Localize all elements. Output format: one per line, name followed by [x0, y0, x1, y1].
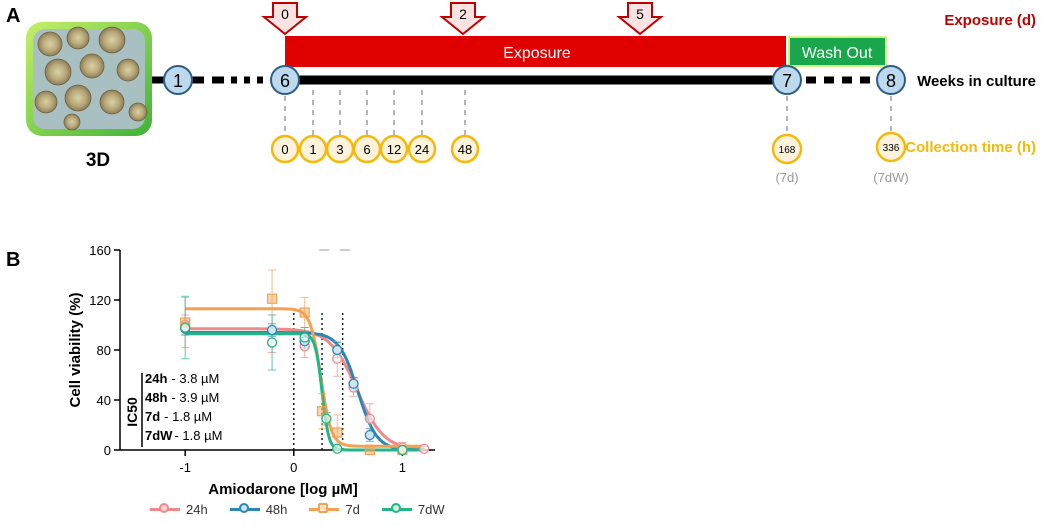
data-point-48h	[364, 429, 375, 441]
svg-text:1: 1	[309, 142, 316, 157]
x-tick-label: 1	[399, 460, 406, 475]
y-tick-label: 120	[89, 293, 111, 308]
data-point-7dW	[397, 444, 408, 456]
data-point-7dW	[266, 337, 278, 348]
collection-time-336: 336	[875, 131, 907, 163]
data-point-7d	[332, 427, 343, 438]
error-bar	[318, 393, 327, 430]
data-point-7dW	[180, 322, 191, 333]
collection-guides	[284, 90, 892, 136]
data-point-48h	[332, 344, 343, 356]
collection-time-24: 24	[407, 134, 437, 164]
exposure-day-0: 0	[281, 6, 289, 22]
svg-text:48: 48	[458, 142, 472, 157]
week-marker-8: 8	[876, 65, 906, 95]
panel-b-label: B	[6, 249, 20, 271]
exposure-arrow-5: 5	[616, 2, 664, 36]
legend-label-24h: 24h	[186, 501, 208, 517]
x-tick-label: 0	[290, 460, 297, 475]
svg-text:24: 24	[415, 142, 429, 157]
data-point-7d	[316, 406, 328, 417]
data-point-7dW	[299, 332, 310, 343]
collection-note-7d: (7d)	[775, 170, 798, 185]
svg-text:3: 3	[336, 142, 343, 157]
collection-time-1: 1	[298, 134, 328, 164]
svg-text:8: 8	[886, 71, 896, 91]
chart-legend: 24h 48h 7d 7dW	[150, 500, 445, 518]
data-point-7d	[299, 307, 310, 318]
ic50-label: IC50	[124, 397, 140, 427]
legend-item-24h: 24h	[150, 500, 208, 518]
exposure-day-2: 2	[459, 6, 467, 22]
y-tick-label: 40	[97, 393, 111, 408]
svg-text:7: 7	[782, 71, 792, 91]
svg-text:6: 6	[280, 71, 290, 91]
x-axis-title: Amiodarone [log µM]	[208, 481, 357, 498]
panel-a-label: A	[6, 5, 20, 27]
weeks-axis-title: Weeks in culture	[917, 73, 1036, 90]
exposure-day-5: 5	[636, 6, 644, 22]
ic50-7d: 7d - 1.8 µM	[145, 409, 212, 424]
y-axis-title: Cell viability (%)	[67, 292, 84, 407]
data-point-24h	[364, 413, 375, 424]
data-point-48h	[266, 324, 278, 336]
washout-bar	[788, 36, 887, 67]
ic50-48h: 48h - 3.9 µM	[145, 390, 219, 405]
legend-item-7dw: 7dW	[381, 500, 445, 518]
svg-text:168: 168	[779, 145, 796, 156]
collection-time-12: 12	[379, 134, 409, 164]
svg-text:1: 1	[173, 71, 183, 91]
data-point-24h	[418, 443, 430, 454]
data-point-48h	[348, 378, 359, 389]
collection-axis-title: Collection time (h)	[905, 139, 1036, 156]
dose-response-chart: 0 40 80 120 160 -1 0 1 Cell viability (%) Amio…	[67, 243, 435, 498]
exposure-arrow-2: 2	[439, 2, 487, 36]
svg-text:12: 12	[387, 142, 401, 157]
y-tick-label: 80	[97, 343, 111, 358]
collection-note-7dw: (7dW)	[873, 170, 908, 185]
exposure-bar-label: Exposure	[503, 45, 571, 62]
collection-time-0: 0	[270, 134, 300, 164]
ic50-24h: 24h - 3.8 µM	[145, 371, 219, 386]
legend-label-48h: 48h	[265, 501, 288, 517]
collection-time-3: 3	[325, 134, 355, 164]
svg-text:336: 336	[883, 143, 900, 154]
collection-time-48: 48	[450, 134, 480, 164]
collection-time-6: 6	[352, 134, 382, 164]
svg-text:0: 0	[281, 142, 288, 157]
legend-item-7d: 7d	[309, 500, 360, 518]
data-point-24h	[332, 353, 343, 364]
data-points	[180, 293, 430, 456]
washout-label: Wash Out	[802, 45, 873, 62]
ic50-annotation: IC50 24h - 3.8 µM 48h - 3.9 µM 7d - 1.8 µM …	[124, 371, 222, 447]
collection-time-168: 168	[771, 133, 803, 165]
data-point-7d	[364, 444, 375, 456]
ic50-7dw: 7dW - 1.8 µM	[145, 428, 222, 443]
y-ticks: 0 40 80 120 160	[89, 243, 120, 458]
organoid-image	[26, 22, 152, 136]
y-tick-label: 160	[89, 243, 111, 258]
week-marker-1: 1	[163, 65, 193, 95]
y-tick-label: 0	[104, 443, 111, 458]
week-marker-6: 6	[270, 65, 300, 95]
legend-label-7d: 7d	[345, 501, 360, 517]
exposure-arrow-0: 0	[261, 2, 309, 36]
data-point-7d	[266, 293, 278, 304]
exposure-axis-title: Exposure (d)	[944, 12, 1036, 29]
exposure-bar	[285, 36, 786, 67]
model-label: 3D	[86, 150, 110, 171]
svg-text:6: 6	[363, 142, 370, 157]
data-point-7dW	[332, 443, 343, 454]
week-marker-7: 7	[772, 65, 802, 95]
data-point-7dW	[321, 413, 332, 424]
legend-label-7dw: 7dW	[417, 501, 445, 517]
legend-item-48h: 48h	[229, 500, 288, 518]
x-tick-label: -1	[179, 460, 191, 475]
